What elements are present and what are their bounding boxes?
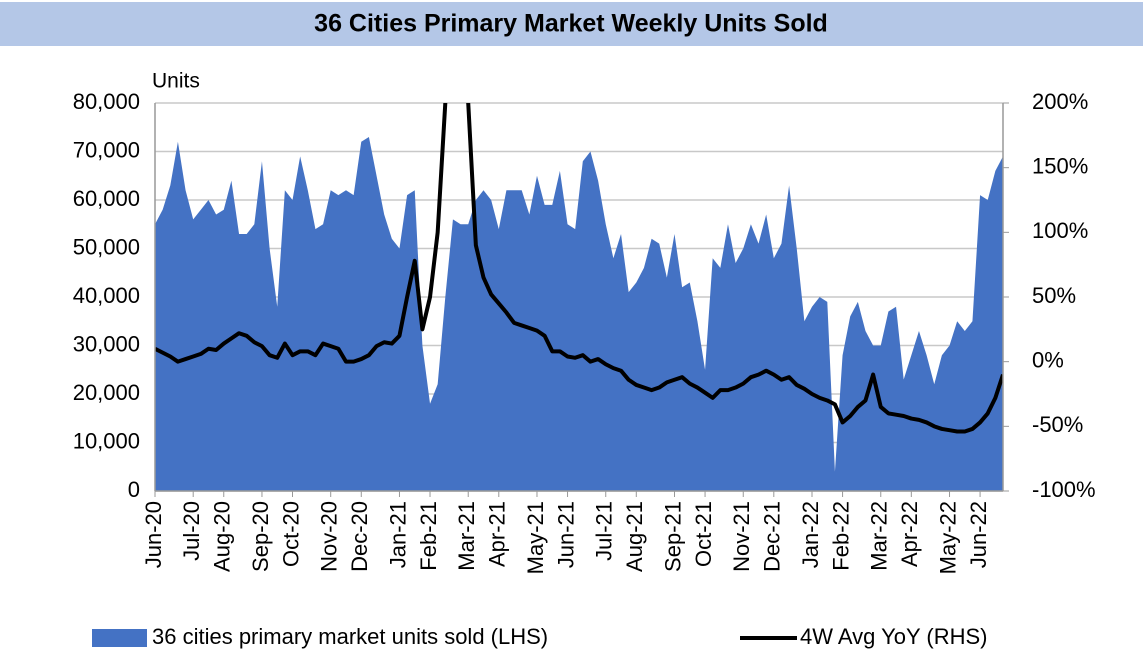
y-tick-label: 10,000 bbox=[73, 428, 140, 453]
y2-tick-label: -100% bbox=[1032, 477, 1096, 502]
y2-tick-label: 100% bbox=[1032, 218, 1088, 243]
x-tick-label: May-21 bbox=[523, 501, 548, 574]
line bbox=[155, 103, 1003, 434]
chart-title: 36 Cities Primary Market Weekly Units So… bbox=[314, 10, 828, 38]
x-tick-label: Feb-22 bbox=[828, 501, 853, 571]
y2-tick-label: 0% bbox=[1032, 347, 1064, 372]
y-tick-label: 50,000 bbox=[73, 234, 140, 259]
x-tick-label: Dec-21 bbox=[760, 501, 785, 572]
y2-tick-label: -50% bbox=[1032, 412, 1083, 437]
x-tick-label: Mar-22 bbox=[867, 501, 892, 571]
y2-tick-label: 50% bbox=[1032, 283, 1076, 308]
legend-label: 36 cities primary market units sold (LHS… bbox=[152, 624, 548, 649]
y-axis-label: Units bbox=[152, 70, 200, 93]
x-tick-label: Dec-20 bbox=[347, 501, 372, 572]
y-tick-label: 60,000 bbox=[73, 186, 140, 211]
x-tick-label: Aug-20 bbox=[210, 501, 235, 572]
x-tick-label: Jan-22 bbox=[798, 501, 823, 568]
x-tick-label: Mar-21 bbox=[454, 501, 479, 571]
legend-swatch bbox=[92, 629, 147, 647]
x-tick-label: Apr-21 bbox=[485, 501, 510, 567]
x-tick-label: Jun-20 bbox=[141, 501, 166, 568]
x-tick-label: Apr-22 bbox=[897, 501, 922, 567]
y-tick-label: 40,000 bbox=[73, 283, 140, 308]
y-tick-label: 20,000 bbox=[73, 380, 140, 405]
y-tick-label: 70,000 bbox=[73, 137, 140, 162]
x-tick-label: Oct-21 bbox=[691, 501, 716, 567]
x-tick-label: Jan-21 bbox=[385, 501, 410, 568]
x-tick-label: Jul-20 bbox=[179, 501, 204, 561]
x-tick-label: Jul-21 bbox=[592, 501, 617, 561]
y-tick-label: 0 bbox=[128, 477, 140, 502]
x-tick-label: Nov-20 bbox=[317, 501, 342, 572]
x-tick-label: Feb-21 bbox=[416, 501, 441, 571]
area bbox=[155, 136, 1003, 491]
x-tick-label: May-22 bbox=[935, 501, 960, 574]
x-tick-label: Aug-21 bbox=[622, 501, 647, 572]
y-tick-label: 80,000 bbox=[73, 89, 140, 114]
y-tick-label: 30,000 bbox=[73, 331, 140, 356]
legend-label: 4W Avg YoY (RHS) bbox=[800, 624, 988, 649]
x-tick-label: Oct-20 bbox=[278, 501, 303, 567]
x-tick-label: Sep-21 bbox=[660, 501, 685, 572]
x-tick-label: Jun-21 bbox=[553, 501, 578, 568]
y2-tick-label: 150% bbox=[1032, 153, 1088, 178]
y2-tick-label: 200% bbox=[1032, 89, 1088, 114]
x-tick-label: Jun-22 bbox=[966, 501, 991, 568]
x-tick-label: Sep-20 bbox=[248, 501, 273, 572]
x-tick-label: Nov-21 bbox=[729, 501, 754, 572]
title-banner bbox=[0, 2, 1143, 46]
